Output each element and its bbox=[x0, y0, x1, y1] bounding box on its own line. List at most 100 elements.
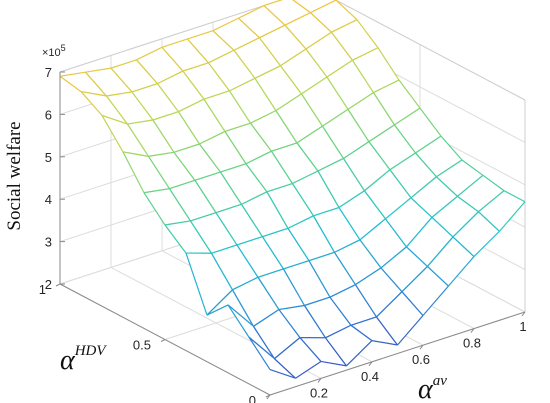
surface-edge bbox=[211, 244, 238, 254]
surface-edge bbox=[127, 119, 154, 125]
surface-edge bbox=[194, 180, 217, 213]
y-tick-mark bbox=[265, 394, 271, 398]
surface-edge bbox=[335, 0, 358, 21]
surface-edge bbox=[85, 67, 112, 73]
surface-edge bbox=[452, 236, 475, 257]
surface-patch bbox=[274, 337, 321, 379]
surface-edge bbox=[80, 91, 103, 116]
surface-patch bbox=[255, 65, 302, 111]
surface-edge bbox=[326, 59, 353, 78]
surface-mesh bbox=[59, 0, 526, 379]
surface-edge bbox=[238, 5, 265, 19]
surface-edge bbox=[250, 122, 272, 152]
surface-edge bbox=[347, 109, 370, 142]
y-tick-label: 0 bbox=[249, 393, 256, 403]
surface-edge bbox=[325, 324, 352, 339]
surface-edge bbox=[161, 38, 188, 48]
x-tick-mark bbox=[419, 344, 424, 350]
surface-edge bbox=[478, 211, 500, 232]
surface-edge bbox=[275, 110, 298, 144]
surface-edge bbox=[248, 336, 275, 360]
surface-edge bbox=[422, 285, 449, 316]
surface-edge bbox=[372, 92, 396, 126]
surface-edge bbox=[359, 218, 386, 241]
surface-edge bbox=[250, 110, 277, 124]
surface-patch bbox=[351, 317, 398, 345]
surface-patch bbox=[228, 305, 275, 359]
surface-patch bbox=[306, 32, 353, 78]
surface-patch bbox=[402, 266, 449, 316]
surface-edge bbox=[210, 252, 234, 291]
surface-patch bbox=[360, 218, 407, 268]
surface-edge bbox=[152, 111, 179, 121]
surface-edge bbox=[252, 326, 276, 359]
surface-patch bbox=[157, 71, 204, 112]
surface-edge bbox=[415, 135, 442, 154]
surface-edge bbox=[321, 125, 345, 159]
surface-patch bbox=[136, 47, 183, 84]
surface-edge bbox=[326, 76, 349, 110]
surface-edge bbox=[101, 114, 128, 125]
surface-edge bbox=[266, 191, 289, 229]
surface-edge bbox=[177, 111, 201, 145]
surface-edge bbox=[305, 31, 332, 50]
surface-edge bbox=[206, 304, 229, 316]
surface-patch bbox=[211, 245, 258, 290]
surface-edge bbox=[189, 220, 213, 254]
surface-patch bbox=[213, 18, 260, 51]
surface-edge bbox=[280, 48, 307, 67]
surface-edge bbox=[310, 0, 337, 14]
surface-patch bbox=[457, 175, 504, 212]
surface-edge bbox=[300, 93, 324, 127]
surface-patch bbox=[453, 211, 500, 257]
surface-edge bbox=[263, 0, 284, 7]
surface-patch bbox=[283, 260, 330, 306]
surface-edge bbox=[305, 48, 328, 78]
surface-edge bbox=[227, 304, 254, 327]
surface-edge bbox=[351, 59, 375, 93]
surface-edge bbox=[284, 24, 307, 50]
surface-patch bbox=[232, 277, 279, 327]
surface-edge bbox=[355, 267, 382, 286]
surface-edge bbox=[131, 91, 154, 121]
surface-patch bbox=[288, 215, 335, 261]
surface-patch bbox=[195, 172, 242, 213]
surface-edge bbox=[185, 252, 208, 316]
surface-edge bbox=[241, 191, 268, 205]
surface-edge bbox=[278, 304, 305, 311]
surface-edge bbox=[168, 188, 192, 222]
surface-patch bbox=[262, 228, 309, 269]
x-tick-label: 0.4 bbox=[361, 369, 379, 384]
surface-edge bbox=[394, 124, 416, 154]
surface-edge bbox=[440, 135, 463, 161]
surface-patch bbox=[258, 269, 305, 310]
surface-edge bbox=[231, 289, 255, 327]
surface-edge bbox=[385, 218, 407, 248]
surface-edge bbox=[228, 90, 252, 124]
surface-edge bbox=[254, 65, 281, 79]
surface-edge bbox=[220, 163, 247, 173]
surface-edge bbox=[284, 12, 311, 26]
x-tick-label: 1 bbox=[519, 319, 526, 334]
surface-edge bbox=[301, 76, 328, 95]
surface-edge bbox=[85, 71, 107, 97]
surface-edge bbox=[253, 309, 280, 327]
surface-patch bbox=[385, 197, 432, 247]
surface-edge bbox=[283, 260, 310, 270]
surface-patch bbox=[162, 39, 209, 72]
z-tick-label: 5 bbox=[45, 150, 52, 165]
surface-patch bbox=[300, 337, 347, 366]
surface-edge bbox=[389, 152, 416, 171]
surface-edge bbox=[136, 46, 163, 61]
surface-patch bbox=[339, 190, 386, 240]
surface-edge bbox=[401, 291, 424, 316]
surface-edge bbox=[287, 215, 314, 229]
surface-edge bbox=[397, 315, 424, 346]
surface-patch bbox=[369, 124, 416, 170]
surface-patch bbox=[111, 59, 158, 92]
surface-edge bbox=[224, 131, 247, 165]
surface-edge bbox=[334, 239, 361, 253]
surface-edge bbox=[380, 267, 403, 293]
surface-edge bbox=[377, 47, 400, 81]
